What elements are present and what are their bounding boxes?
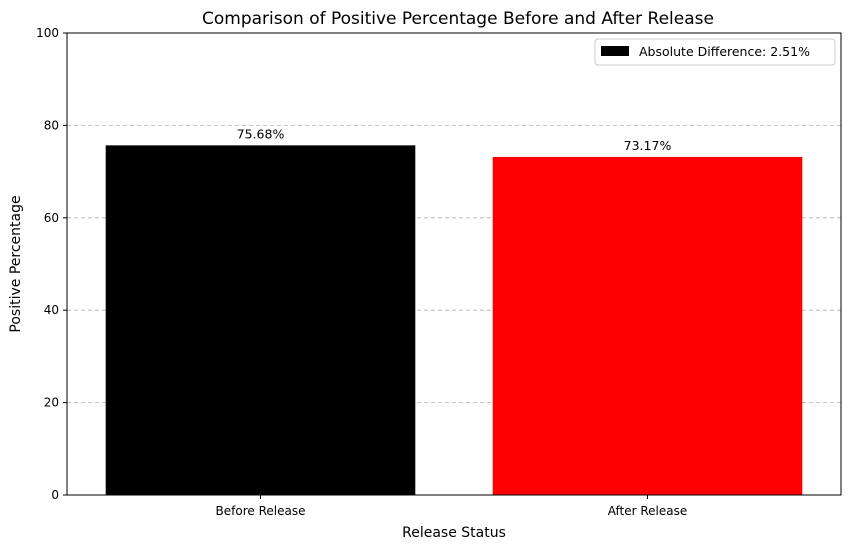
bars	[105, 145, 803, 496]
bar-before-release	[105, 145, 416, 495]
y-tick-label: 80	[44, 118, 59, 132]
y-tick-label: 60	[44, 211, 59, 225]
y-axis-ticks: 0 20 40 60 80 100	[36, 26, 67, 502]
bar-value-labels: 75.68% 73.17%	[237, 126, 672, 153]
bar-after-release	[492, 156, 803, 496]
bar-value-label: 73.17%	[624, 138, 672, 153]
x-axis-ticks: Before Release After Release	[216, 495, 688, 518]
plot-frame	[66, 32, 842, 496]
y-tick-label: 20	[44, 396, 59, 410]
legend: Absolute Difference: 2.51%	[594, 38, 836, 66]
x-axis-label: Release Status	[402, 525, 506, 541]
y-tick-label: 100	[36, 26, 59, 40]
legend-label: Absolute Difference: 2.51%	[639, 44, 810, 59]
y-tick-label: 0	[51, 488, 59, 502]
legend-box	[594, 38, 836, 66]
x-tick-label: Before Release	[216, 504, 306, 518]
legend-swatch	[601, 46, 629, 56]
y-tick-label: 40	[44, 303, 59, 317]
y-axis-label: Positive Percentage	[8, 195, 24, 332]
chart-title: Comparison of Positive Percentage Before…	[202, 9, 714, 29]
x-tick-label: After Release	[608, 504, 688, 518]
bar-value-label: 75.68%	[237, 126, 285, 141]
